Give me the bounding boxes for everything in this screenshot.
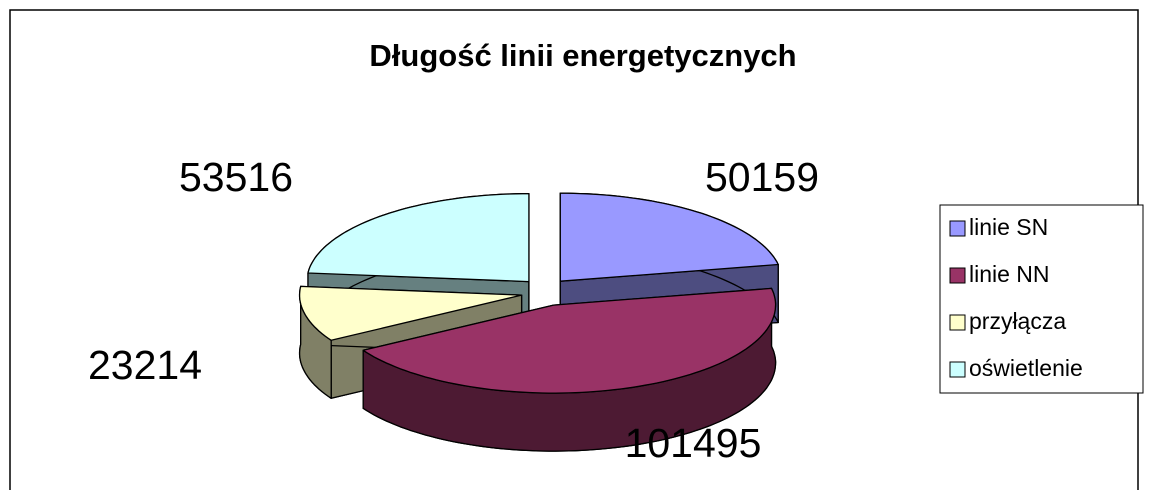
slice: [307, 192, 530, 283]
legend-swatch: [949, 220, 966, 237]
data-label: 50159: [705, 154, 819, 200]
data-label: 23214: [88, 342, 202, 388]
slice: [362, 287, 777, 394]
data-label: 101495: [625, 420, 762, 466]
slice: [559, 192, 779, 282]
legend-label: przyłącza: [969, 308, 1066, 334]
data-label: 53516: [179, 154, 293, 200]
legend-swatch: [949, 267, 966, 284]
legend-label: linie SN: [969, 214, 1048, 240]
legend-label: linie NN: [969, 261, 1050, 287]
legend-box: [939, 204, 1144, 394]
legend-swatch: [949, 314, 966, 331]
slice: [298, 285, 523, 341]
chart-title: Długość linii energetycznych: [369, 38, 796, 73]
legend-label: oświetlenie: [969, 355, 1083, 381]
legend-swatch: [949, 361, 966, 378]
